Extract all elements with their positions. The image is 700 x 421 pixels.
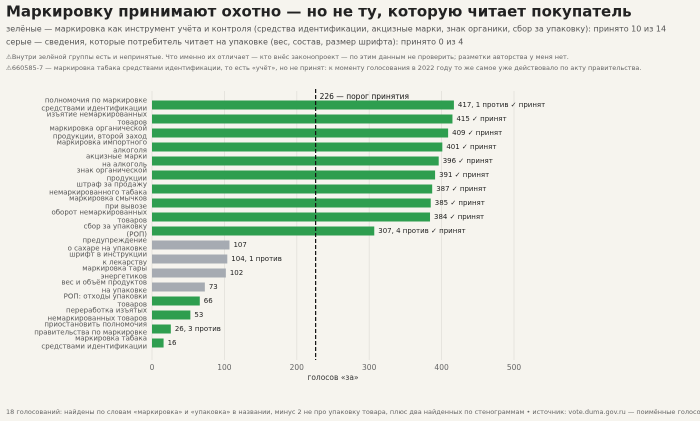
subtitle: серые — сведения, которые потребитель чи… xyxy=(6,38,463,47)
y-tick-label: полномочия по маркировке средствами иден… xyxy=(41,96,147,112)
value-label: 417, 1 против ✓ принят xyxy=(458,101,545,109)
x-tick-label: 200 xyxy=(290,363,305,372)
y-tick-label: вес и объём продуктов на упаковке xyxy=(61,278,147,294)
bar xyxy=(152,156,439,166)
y-tick-label: переработка изъятых немаркированных това… xyxy=(47,306,148,322)
y-tick-label: акцизные марки на алкоголь xyxy=(86,152,147,168)
bar xyxy=(152,240,230,250)
bar xyxy=(152,212,431,222)
bar xyxy=(152,114,453,124)
bar xyxy=(152,142,443,152)
y-tick-label: оборот немаркированных товаров xyxy=(51,208,147,224)
value-label: 66 xyxy=(204,297,213,305)
y-tick-label: маркировка тары энергетиков xyxy=(82,264,147,280)
x-tick-label: 300 xyxy=(362,363,377,372)
chart-title: Маркировку принимают охотно — но не ту, … xyxy=(6,3,632,21)
y-tick-label: приостановить полномочия правительства п… xyxy=(34,320,147,336)
bar xyxy=(152,100,454,110)
y-tick-label: предупреждение о сахаре на упаковке xyxy=(67,236,147,252)
value-label: 73 xyxy=(209,283,218,291)
y-tick-label: изъятие немаркированных товаров xyxy=(46,110,147,126)
value-label: 26, 3 против xyxy=(175,325,221,333)
value-label: 401 ✓ принят xyxy=(446,143,496,151)
y-tick-label: маркировка импортного алкоголя xyxy=(56,138,147,154)
threshold-label: 226 — порог принятия xyxy=(320,92,409,101)
bar xyxy=(152,282,205,292)
x-tick-label: 100 xyxy=(217,363,232,372)
y-tick-label: шрифт в инструкции к лекарству xyxy=(69,250,147,266)
value-label: 409 ✓ принят xyxy=(452,129,502,137)
x-axis-label: голосов «за» xyxy=(307,373,359,382)
value-label: 107 xyxy=(233,241,246,249)
subtitle: зелёные — маркировка как инструмент учёт… xyxy=(6,25,666,34)
bar xyxy=(152,338,164,348)
bar xyxy=(152,170,436,180)
x-tick-label: 500 xyxy=(507,363,522,372)
x-tick-label: 0 xyxy=(150,363,155,372)
note: ⚠660585-7 — маркировка табака средствами… xyxy=(6,64,641,72)
y-tick-label: маркировка табака средствами идентификац… xyxy=(41,334,147,350)
y-tick-label: сбор за упаковку (РОП) xyxy=(83,222,147,238)
bar xyxy=(152,128,449,138)
y-tick-label: знак органической продукции xyxy=(76,166,147,182)
value-label: 102 xyxy=(230,269,243,277)
bar xyxy=(152,226,375,236)
y-tick-label: штраф за продажу немаркированного табака xyxy=(49,180,147,196)
y-tick-label: РОП: отходы упаковки товаров xyxy=(63,292,147,308)
bar xyxy=(152,310,191,320)
value-label: 415 ✓ принят xyxy=(456,115,506,123)
bar xyxy=(152,184,433,194)
bar xyxy=(152,198,431,208)
value-label: 387 ✓ принят xyxy=(436,185,486,193)
value-label: 53 xyxy=(194,311,203,319)
y-tick-label: маркировка смычков при вывозе xyxy=(69,194,147,210)
value-label: 396 ✓ принят xyxy=(443,157,493,165)
value-label: 391 ✓ принят xyxy=(439,171,489,179)
bar xyxy=(152,254,228,264)
value-label: 307, 4 против ✓ принят xyxy=(378,227,465,235)
note: ⚠Внутри зелёной группы есть и непринятые… xyxy=(6,53,569,61)
bar xyxy=(152,268,226,278)
value-label: 384 ✓ принят xyxy=(434,213,484,221)
footer: 18 голосований: найдены по словам «марки… xyxy=(6,408,700,416)
x-tick-label: 400 xyxy=(434,363,449,372)
bar xyxy=(152,324,171,334)
value-label: 16 xyxy=(168,339,177,347)
bar xyxy=(152,296,200,306)
value-label: 104, 1 против xyxy=(231,255,282,263)
y-tick-label: маркировка органической продукции, второ… xyxy=(49,124,147,140)
value-label: 385 ✓ принят xyxy=(435,199,485,207)
